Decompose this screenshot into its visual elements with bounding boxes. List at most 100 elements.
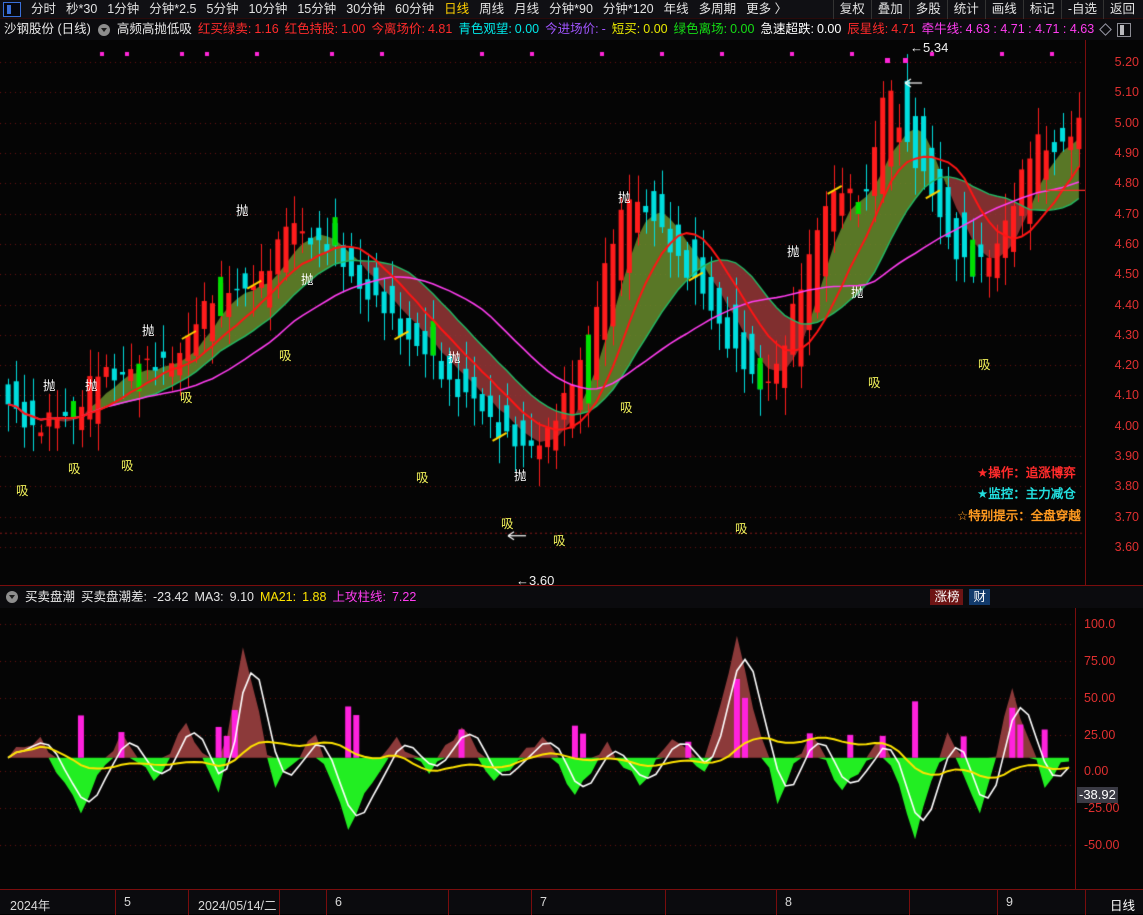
period-tab-10[interactable]: 周线 [479,1,505,16]
sell-signal-label-6: 抛 [514,469,527,483]
price-tick-6: 4.60 [1114,236,1139,251]
sub-field-0: 买卖盘潮差: -23.42 [78,586,191,608]
buy-signal-label-0: 吸 [16,484,29,498]
date-tick-1: 5 [124,895,131,909]
period-tab-9[interactable]: 日线 [444,1,470,16]
app-logo-icon [3,1,21,17]
sub-field-key: 买卖盘潮差: [81,589,147,604]
period-tab-16[interactable]: 更多 〉 [746,1,788,16]
toolbar-button-6[interactable]: -自选 [1060,0,1103,19]
period-tab-14[interactable]: 年线 [663,1,689,16]
status-field-value: 0.00 [643,22,668,36]
status-field-1: 红色持股: 1.00 [282,19,369,40]
sell-signal-label-2: 抛 [142,324,155,338]
date-tick-0: 2024年 [10,899,51,913]
main-price-chart[interactable]: 抛抛抛抛抛抛抛抛抛抛吸吸吸吸吸吸吸吸吸吸吸吸 ★操作：追涨博弈 ★监控：主力减仓 ☆特… [0,40,1143,585]
indicator-tick-4: 0.00 [1084,764,1109,779]
indicator-tick-5: -25.00 [1084,801,1120,816]
period-tab-11[interactable]: 月线 [514,1,540,16]
status-field-list: 红买绿卖: 1.16 红色持股: 1.00 今离场价: 4.81 青色观望: 0.00 今进场价… [195,19,1097,40]
status-field-key: 红色持股: [284,22,339,36]
sell-signal-label-7: 抛 [618,191,631,205]
date-tick-3: 6 [335,895,342,909]
price-tick-7: 4.50 [1114,267,1139,282]
date-separator-4 [448,890,449,915]
indicator-name: 高频高抛低吸 [116,22,192,36]
period-tab-7[interactable]: 30分钟 [346,1,386,16]
date-tick-2: 2024/05/14/二 [198,899,277,913]
buy-signal-label-6: 吸 [501,517,514,531]
date-axis: 2024年 5 2024/05/14/二 6 7 8 9 日线 [0,889,1143,915]
period-tab-8[interactable]: 60分钟 [395,1,435,16]
status-field-key: 牵牛线: [921,22,963,36]
sub-indicator-name: 买卖盘潮 [25,589,76,604]
sell-signal-label-3: 抛 [85,379,98,393]
sub-field-list: 买卖盘潮差: -23.42 MA3: 9.10 MA21: 1.88 上攻柱线: 7.22 [78,586,419,608]
date-separator-5 [531,890,532,915]
buy-signal-label-3: 吸 [180,391,193,405]
sub-field-value: 1.88 [302,589,327,604]
sub-field-value: 9.10 [229,589,254,604]
mini-button-1[interactable]: 财 [969,589,990,605]
buy-signal-label-8: 吸 [735,522,748,536]
period-tab-6[interactable]: 15分钟 [297,1,337,16]
period-tab-15[interactable]: 多周期 [698,1,737,16]
buy-signal-label-7: 吸 [553,534,566,548]
top-toolbar: 分时 秒*30 1分钟 分钟*2.5 5分钟 10分钟 15分钟 30分钟 60分钟 日线 周线 月线… [0,0,1143,19]
indicator-tick-2: 50.00 [1084,690,1116,705]
candlestick-canvas[interactable] [0,40,1085,585]
mini-button-0[interactable]: 涨榜 [930,589,964,605]
toolbar-button-7[interactable]: 返回 [1102,0,1141,19]
toolbar-button-0[interactable]: 复权 [832,0,871,19]
price-tick-9: 4.30 [1114,327,1139,342]
status-field-key: 红买绿卖: [197,22,252,36]
sub-field-value: 7.22 [391,589,417,604]
date-separator-3 [326,890,327,915]
date-separator-8 [909,890,910,915]
status-field-6: 绿色离场: 0.00 [671,19,758,40]
status-field-value: 4.81 [427,22,453,36]
chevron-down-circle-icon[interactable] [97,23,110,36]
price-tick-4: 4.80 [1114,176,1139,191]
date-separator-6 [665,890,666,915]
toolbar-button-3[interactable]: 统计 [946,0,985,19]
status-field-9: 牵牛线: 4.63 : 4.71 : 4.71 : 4.63 [919,19,1098,40]
date-tick-4: 7 [540,895,547,909]
status-field-key: 短买: [611,22,641,36]
status-field-value: 4.63 : 4.71 : 4.71 : 4.63 [965,22,1095,36]
price-tick-5: 4.70 [1114,206,1139,221]
status-field-key: 今离场价: [371,22,425,36]
period-tab-13[interactable]: 分钟*120 [602,1,654,16]
sub-indicator-chart[interactable] [0,608,1143,889]
toolbar-button-2[interactable]: 多股 [908,0,947,19]
sub-field-1: MA3: 9.10 [191,586,257,608]
chevron-down-circle-icon[interactable] [6,591,18,603]
price-tick-1: 5.10 [1114,85,1139,100]
date-separator-9 [997,890,998,915]
toolbar-button-1[interactable]: 叠加 [870,0,909,19]
sub-field-key: MA3: [194,589,224,604]
indicator-canvas[interactable] [0,608,1075,889]
buy-signal-label-10: 吸 [868,376,881,390]
period-tab-4[interactable]: 5分钟 [206,1,239,16]
status-field-2: 今离场价: 4.81 [368,19,455,40]
sub-field-2: MA21: 1.88 [257,586,329,608]
period-tab-3[interactable]: 分钟*2.5 [149,1,197,16]
diamond-icon[interactable] [1099,23,1113,36]
status-field-key: 今进场价: [545,22,599,36]
price-tick-11: 4.10 [1114,388,1139,403]
period-tab-0[interactable]: 分时 [31,1,57,16]
period-tab-5[interactable]: 10分钟 [248,1,288,16]
sell-signal-label-4: 抛 [43,379,56,393]
price-tick-0: 5.20 [1114,55,1139,69]
sub-panel-title-bar: 买卖盘潮 买卖盘潮差: -23.42 MA3: 9.10 MA21: 1.88 上攻柱线: 7… [0,585,1143,608]
status-field-value: 1.16 [254,22,279,36]
toolbar-button-4[interactable]: 画线 [984,0,1023,19]
panel-toggle-icon[interactable] [1117,22,1132,37]
period-tab-12[interactable]: 分钟*90 [549,1,593,16]
advice-line-2: ☆特别提示：全盘穿越 [957,509,1081,523]
period-tab-1[interactable]: 秒*30 [66,1,98,16]
period-tab-2[interactable]: 1分钟 [107,1,140,16]
sell-signal-label-5: 抛 [448,351,461,365]
toolbar-button-5[interactable]: 标记 [1022,0,1061,19]
